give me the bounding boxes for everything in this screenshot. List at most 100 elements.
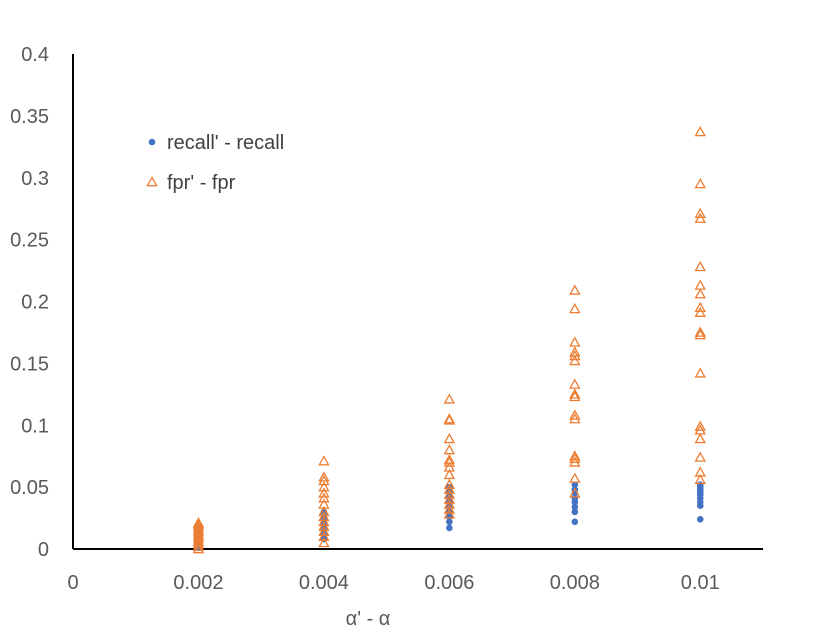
legend-item: recall' - recall: [148, 132, 284, 154]
fpr-point: [694, 326, 706, 337]
fpr-point: [694, 420, 706, 431]
fpr-point: [569, 302, 581, 314]
fpr-point: [192, 523, 205, 534]
fpr-point: [569, 409, 581, 420]
fpr-point: [443, 444, 456, 455]
fpr-point: [443, 493, 456, 504]
fpr-point: [694, 306, 706, 317]
x-axis-tick-labels: 0 0.002 0.004 0.006 0.008 0.01: [67, 572, 719, 594]
legend-marker: [146, 176, 158, 187]
fpr-point: [443, 413, 456, 424]
fpr-point: [694, 473, 706, 485]
fpr-point: [192, 533, 205, 544]
x-tick-label: 0.006: [424, 572, 474, 594]
legend-marker: [148, 138, 156, 146]
y-tick-label: 0.35: [10, 106, 49, 128]
fpr-point: [192, 543, 205, 554]
fpr-point: [443, 488, 456, 499]
x-tick-label: 0.01: [681, 572, 720, 594]
fpr-point: [318, 492, 330, 503]
fpr-point: [694, 328, 706, 340]
fpr-point: [192, 528, 205, 539]
recall-point: [696, 516, 704, 523]
fpr-point: [569, 346, 581, 357]
fpr-point: [694, 367, 706, 378]
fpr-point: [318, 471, 330, 482]
fpr-point: [694, 301, 706, 313]
fpr-point: [694, 212, 706, 223]
fpr-point: [569, 378, 581, 389]
fpr-point: [443, 498, 456, 509]
fpr-point: [443, 432, 456, 444]
fpr-point: [443, 508, 456, 519]
fpr-point: [569, 336, 581, 347]
fpr-point: [192, 538, 205, 549]
fpr-point: [569, 472, 581, 483]
x-tick-label: 0.002: [173, 572, 223, 594]
fpr-point: [318, 515, 330, 527]
fpr-point: [318, 525, 330, 537]
y-tick-label: 0.4: [21, 44, 49, 66]
fpr-point: [192, 540, 205, 551]
x-axis-title: α' - α: [346, 608, 391, 630]
fpr-point: [443, 461, 456, 472]
fpr-point: [318, 487, 330, 498]
y-tick-label: 0.3: [21, 168, 49, 190]
legend-label: fpr' - fpr: [167, 172, 236, 194]
legend-label: recall' - recall: [167, 132, 284, 154]
fpr-point: [318, 505, 330, 517]
recall-point: [571, 518, 579, 526]
fpr-point: [443, 483, 456, 494]
fpr-point: [443, 453, 456, 465]
fpr-point: [694, 288, 706, 299]
fpr-point: [694, 177, 706, 189]
y-tick-label: 0.15: [10, 353, 49, 375]
fpr-point: [318, 530, 330, 541]
y-tick-label: 0.25: [10, 230, 49, 252]
fpr-point: [318, 455, 330, 466]
fpr-point: [192, 535, 205, 546]
fpr-point: [443, 468, 456, 480]
fpr-point: [443, 478, 456, 489]
fpr-point: [569, 284, 581, 295]
fpr-point: [192, 517, 205, 528]
fpr-point: [694, 207, 706, 218]
y-tick-label: 0.1: [21, 415, 49, 437]
fpr-point: [318, 520, 330, 532]
legend-item: fpr' - fpr: [146, 172, 236, 194]
fpr-point: [318, 498, 330, 509]
y-tick-label: 0.05: [10, 477, 49, 499]
fpr-series: [192, 126, 706, 554]
fpr-point: [694, 432, 706, 444]
recall-series: [195, 481, 704, 552]
fpr-point: [569, 487, 581, 498]
fpr-point: [318, 510, 330, 522]
y-axis-tick-labels: 0 0.05 0.1 0.15 0.2 0.25 0.3 0.35 0.4: [10, 44, 49, 561]
fpr-point: [694, 279, 706, 290]
fpr-point: [569, 390, 581, 402]
fpr-point: [694, 466, 706, 477]
x-tick-label: 0.004: [299, 572, 349, 594]
y-tick-label: 0: [38, 539, 49, 561]
fpr-point: [192, 530, 205, 541]
fpr-point: [443, 393, 456, 404]
recall-point: [571, 503, 579, 511]
x-tick-label: 0: [67, 572, 78, 594]
recall-point: [571, 508, 579, 516]
fpr-point: [569, 354, 581, 366]
fpr-point: [443, 456, 456, 467]
x-tick-label: 0.008: [550, 572, 600, 594]
fpr-point: [569, 452, 581, 463]
recall-point: [696, 481, 704, 488]
fpr-point: [443, 503, 456, 514]
fpr-point: [192, 525, 205, 537]
fpr-point: [694, 260, 706, 272]
fpr-point: [318, 481, 330, 492]
recall-point: [446, 524, 453, 532]
fpr-point: [318, 536, 330, 548]
fpr-point: [694, 451, 706, 462]
recall-point: [446, 518, 453, 526]
fpr-point: [694, 126, 706, 137]
data-points: [192, 126, 706, 554]
